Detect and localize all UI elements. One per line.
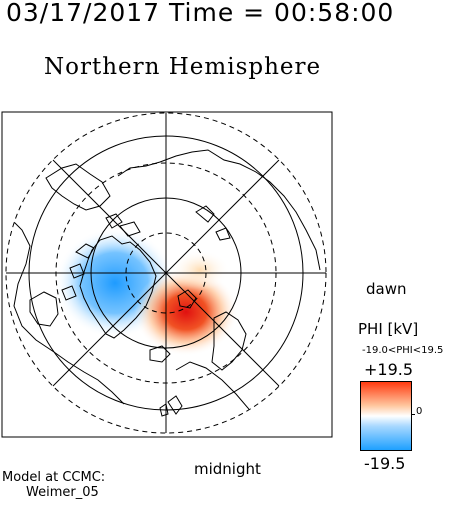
model-credit-line1: Model at CCMC: bbox=[2, 470, 106, 485]
europe-coastline bbox=[175, 361, 259, 423]
severnaya-zemlya bbox=[195, 205, 231, 241]
meridian-lines bbox=[6, 113, 326, 433]
greenland-coastline bbox=[79, 235, 157, 339]
colorbar-range-label: -19.0<PHI<19.5 bbox=[362, 345, 444, 356]
colorbar-min-label: -19.5 bbox=[364, 454, 406, 473]
colorbar-max-label: +19.5 bbox=[364, 360, 414, 379]
north-america-coastline bbox=[9, 217, 125, 405]
svalbard bbox=[177, 289, 197, 309]
colorbar-title: PHI [kV] bbox=[358, 320, 419, 338]
colorbar-zero-label: 0 bbox=[416, 406, 423, 417]
map-title: Northern Hemisphere bbox=[44, 54, 322, 80]
colorbar bbox=[360, 381, 412, 451]
scandinavia-coastline bbox=[211, 311, 247, 371]
model-credit-line2: Weimer_05 bbox=[26, 485, 99, 500]
canadian-archipelago bbox=[61, 213, 141, 301]
positive-potential-halo bbox=[170, 250, 230, 290]
colorbar-zero-tick bbox=[411, 414, 415, 415]
timestamp: 03/17/2017 Time = 00:58:00 bbox=[6, 0, 395, 27]
alaska-coastline bbox=[45, 163, 111, 211]
dawn-label: dawn bbox=[366, 280, 407, 298]
positive-potential-cell bbox=[134, 268, 238, 356]
meridian-diagonal-2 bbox=[52, 159, 280, 387]
midnight-label: midnight bbox=[194, 460, 261, 478]
polar-map bbox=[1, 111, 333, 438]
hudson-bay bbox=[29, 291, 59, 327]
